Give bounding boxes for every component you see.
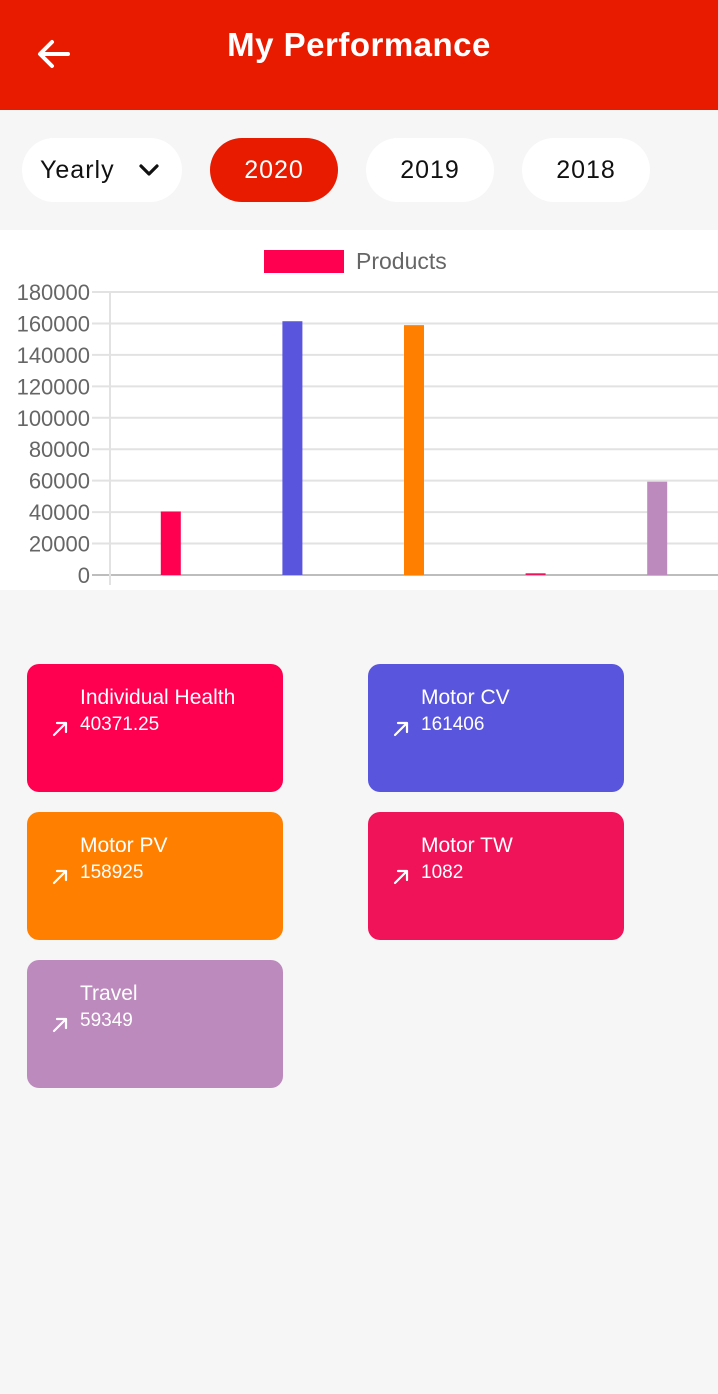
- arrow-up-right-icon: [52, 869, 68, 885]
- arrow-up-right-icon: [52, 1017, 68, 1033]
- product-value: 59349: [80, 1010, 133, 1031]
- y-tick-label: 180000: [17, 280, 90, 305]
- product-value: 1082: [421, 862, 464, 883]
- y-tick-label: 100000: [17, 406, 90, 431]
- y-tick-label: 80000: [29, 437, 90, 462]
- arrow-up-right-icon: [52, 721, 68, 737]
- bar-motor-tw[interactable]: [525, 573, 546, 575]
- product-card[interactable]: Individual Health 40371.25: [27, 664, 283, 792]
- bar-motor-pv[interactable]: [404, 325, 424, 575]
- year-tab-2020[interactable]: 2020: [210, 138, 338, 202]
- y-tick-label: 40000: [29, 500, 90, 525]
- product-name: Motor CV: [421, 686, 510, 709]
- arrow-up-right-icon: [393, 721, 409, 737]
- product-card[interactable]: Motor PV 158925: [27, 812, 283, 940]
- product-card[interactable]: Motor CV 161406: [368, 664, 624, 792]
- y-tick-label: 140000: [17, 343, 90, 368]
- product-value: 158925: [80, 862, 144, 883]
- y-tick-label: 120000: [17, 374, 90, 399]
- arrow-up-right-icon: [393, 869, 409, 885]
- bar-travel[interactable]: [647, 481, 668, 575]
- legend-swatch: [264, 250, 344, 273]
- period-dropdown-label: Yearly: [40, 155, 115, 184]
- arrow-left-icon: [38, 40, 70, 68]
- legend-label: Products: [356, 248, 447, 274]
- y-tick-label: 20000: [29, 532, 90, 557]
- bar-chart: Products 0 20000 40000 60000 80000 100000 1200…: [17, 248, 718, 588]
- year-tab-2019[interactable]: 2019: [366, 138, 494, 202]
- y-tick-label: 60000: [29, 469, 90, 494]
- back-button[interactable]: [30, 30, 78, 78]
- y-tick-label: 0: [78, 563, 90, 588]
- period-dropdown[interactable]: Yearly: [22, 138, 182, 202]
- year-tab-2018[interactable]: 2018: [522, 138, 650, 202]
- y-tick-label: 160000: [17, 311, 90, 336]
- product-name: Travel: [80, 982, 138, 1005]
- filter-bar: Yearly 2020 2019 2018: [0, 110, 718, 230]
- product-name: Individual Health: [80, 686, 236, 709]
- chevron-down-icon: [139, 164, 159, 176]
- app-bar: My Performance: [0, 0, 718, 110]
- bar-individual-health[interactable]: [160, 511, 181, 575]
- product-card[interactable]: Travel 59349: [27, 960, 283, 1088]
- bar-motor-cv[interactable]: [282, 321, 303, 575]
- product-card[interactable]: Motor TW 1082: [368, 812, 624, 940]
- product-value: 40371.25: [80, 714, 160, 735]
- product-value: 161406: [421, 714, 485, 735]
- performance-chart: Products 0 20000 40000 60000 80000 100000 1200…: [0, 230, 718, 590]
- page-title: My Performance: [227, 26, 491, 63]
- product-name: Motor PV: [80, 834, 168, 857]
- product-name: Motor TW: [421, 834, 513, 857]
